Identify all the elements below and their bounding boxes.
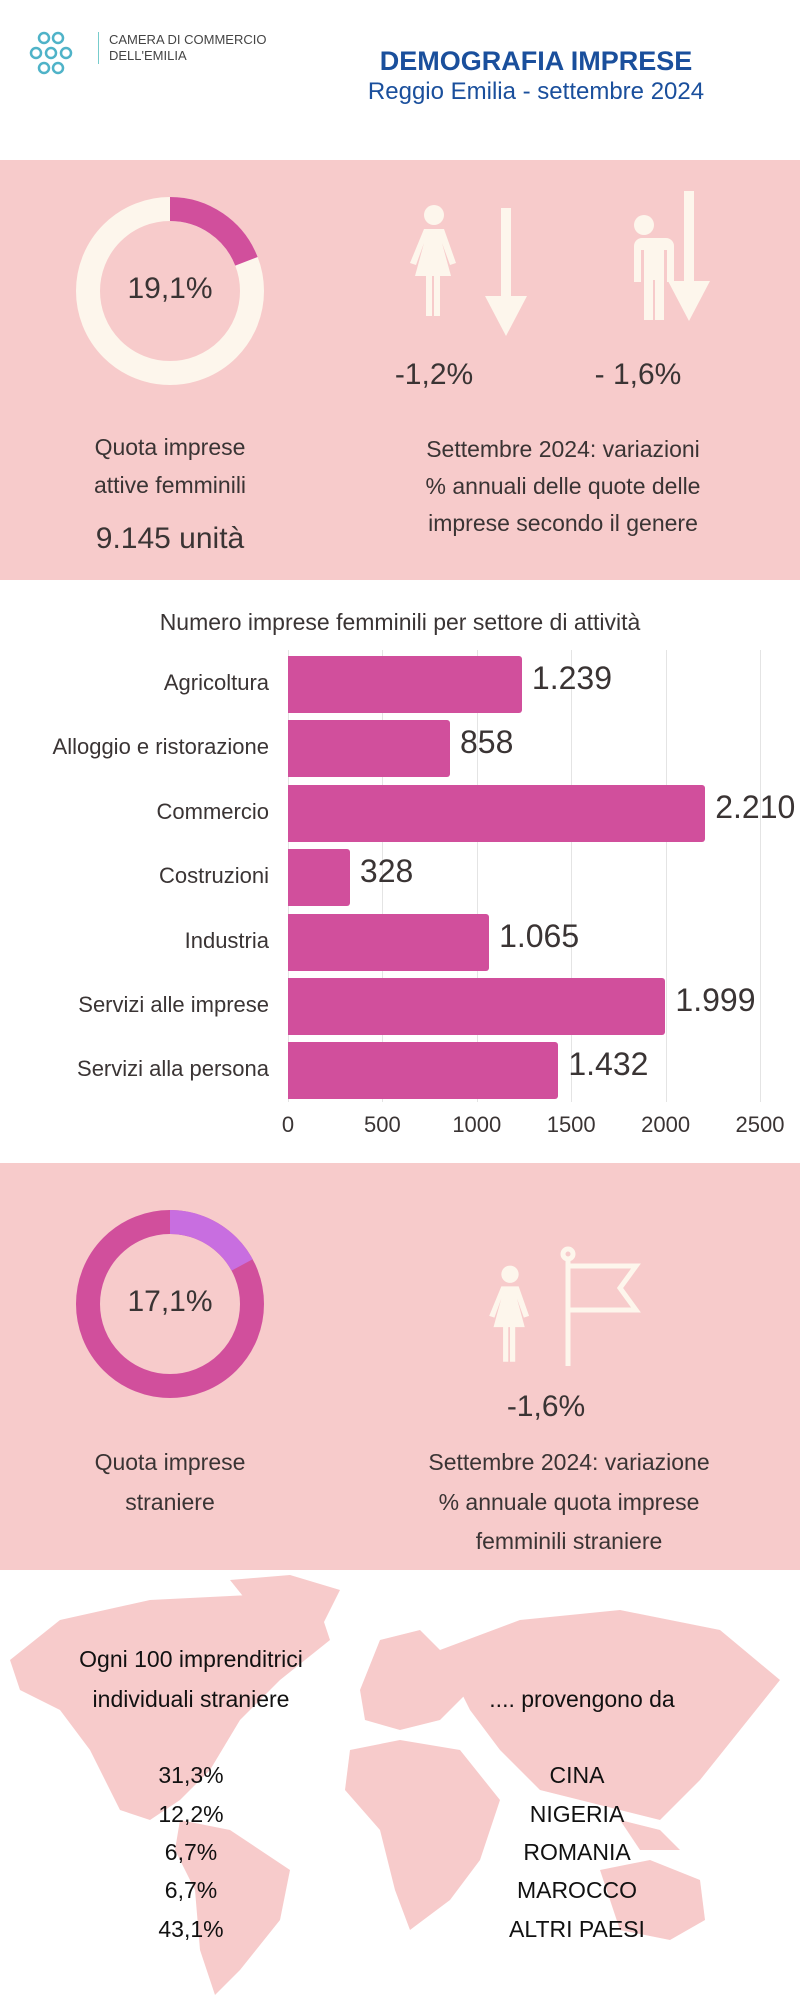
foreign-desc-2: % annuale quota imprese — [438, 1489, 700, 1515]
gender-desc-1: Settembre 2024: variazioni — [426, 436, 700, 462]
x-tick-label: 500 — [364, 1112, 401, 1137]
category-label: Costruzioni — [158, 863, 269, 889]
gridline — [571, 650, 573, 1102]
gridline — [760, 650, 761, 1102]
category-label: Alloggio e ristorazione — [52, 734, 269, 760]
chart-title: Numero imprese femminili per settore di … — [159, 609, 641, 635]
x-tick-label: 1000 — [452, 1112, 502, 1137]
foreign-desc-3: femminili straniere — [475, 1528, 663, 1554]
origin-country: MAROCCO — [516, 1877, 638, 1903]
indonesia-shape — [620, 1820, 680, 1850]
woman-icon — [489, 1265, 530, 1362]
bar — [288, 978, 666, 1035]
arrow-down-icon — [485, 208, 527, 336]
foreign-share-label-1: Quota imprese — [94, 1449, 246, 1475]
bar — [288, 656, 522, 713]
origin-pct: 6,7% — [164, 1839, 218, 1865]
origin-pct: 12,2% — [158, 1801, 224, 1827]
north-america-shape — [10, 1595, 330, 1820]
x-tick-label: 0 — [281, 1112, 295, 1137]
bar — [288, 784, 706, 842]
foreign-women-intro-1: Ogni 100 imprenditrici — [79, 1646, 303, 1672]
female-share-donut — [76, 197, 264, 385]
category-label: Industria — [184, 927, 269, 953]
male-change-value: - 1,6% — [594, 358, 682, 391]
bar — [288, 913, 490, 971]
gender-desc-2: % annuali delle quote delle — [425, 473, 701, 499]
value-label: 858 — [459, 724, 514, 761]
gridline — [382, 650, 384, 1102]
donut-segment — [169, 1210, 253, 1272]
man-icon — [622, 215, 674, 320]
value-label: 328 — [359, 853, 414, 890]
female-share-value: 19,1% — [127, 272, 213, 305]
gridline — [288, 650, 289, 1102]
female-units: 9.145 unità — [95, 522, 245, 555]
foreign-share-donut — [76, 1210, 264, 1398]
donut-segment — [169, 197, 258, 267]
foreign-desc-1: Settembre 2024: variazione — [428, 1449, 710, 1475]
female-share-label-2: attive femminili — [93, 472, 247, 498]
south-america-shape — [175, 1820, 290, 1995]
org-line-1: CAMERA DI COMMERCIO — [109, 32, 267, 47]
origin-country: CINA — [549, 1762, 605, 1788]
asia-shape — [440, 1610, 780, 1820]
category-label: Commercio — [156, 798, 269, 824]
logo-icon — [29, 31, 73, 75]
x-tick-label: 2500 — [735, 1112, 785, 1137]
foreign-change-value: -1,6% — [506, 1390, 586, 1423]
value-label: 1.999 — [675, 982, 756, 1018]
origin-country: ROMANIA — [523, 1839, 631, 1865]
page-subtitle: Reggio Emilia - settembre 2024 — [367, 78, 705, 105]
org-line-2: DELL'EMILIA — [109, 48, 187, 63]
bar — [288, 1042, 559, 1100]
female-change-value: -1,2% — [394, 358, 474, 391]
foreign-share-label-2: straniere — [125, 1489, 215, 1515]
foreign-share-value: 17,1% — [127, 1285, 213, 1318]
value-label: 1.239 — [531, 660, 612, 696]
greenland-shape — [230, 1575, 340, 1630]
arrow-down-icon — [668, 191, 710, 321]
world-map — [10, 1575, 780, 1995]
x-tick-label: 2000 — [641, 1112, 691, 1137]
foreign-women-intro-2: individuali straniere — [92, 1686, 290, 1712]
org-name: CAMERA DI COMMERCIO DELL'EMILIA — [98, 32, 266, 64]
woman-icon — [410, 205, 456, 316]
category-label: Servizi alla persona — [77, 1056, 269, 1082]
australia-shape — [600, 1860, 705, 1940]
category-label: Servizi alle imprese — [78, 992, 269, 1017]
value-label: 1.065 — [499, 917, 580, 954]
origin-pct: 31,3% — [158, 1762, 224, 1788]
origin-country: ALTRI PAESI — [509, 1916, 645, 1942]
origin-pct: 43,1% — [158, 1916, 224, 1942]
category-label: Agricoltura — [163, 670, 269, 695]
value-label: 1.432 — [568, 1046, 649, 1083]
flag-icon — [560, 1246, 641, 1366]
origin-title: .... provengono da — [489, 1686, 675, 1712]
x-tick-label: 1500 — [546, 1112, 596, 1137]
page-title: DEMOGRAFIA IMPRESE — [379, 46, 693, 76]
gridline — [476, 650, 478, 1102]
value-label: 2.210 — [715, 788, 796, 825]
gender-desc-3: imprese secondo il genere — [428, 510, 698, 536]
gridline — [665, 650, 667, 1102]
origin-country: NIGERIA — [529, 1801, 625, 1827]
bar — [288, 720, 450, 778]
bar — [288, 849, 350, 907]
origin-pct: 6,7% — [164, 1877, 218, 1903]
female-share-label-1: Quota imprese — [94, 434, 246, 460]
africa-shape — [345, 1740, 500, 1930]
